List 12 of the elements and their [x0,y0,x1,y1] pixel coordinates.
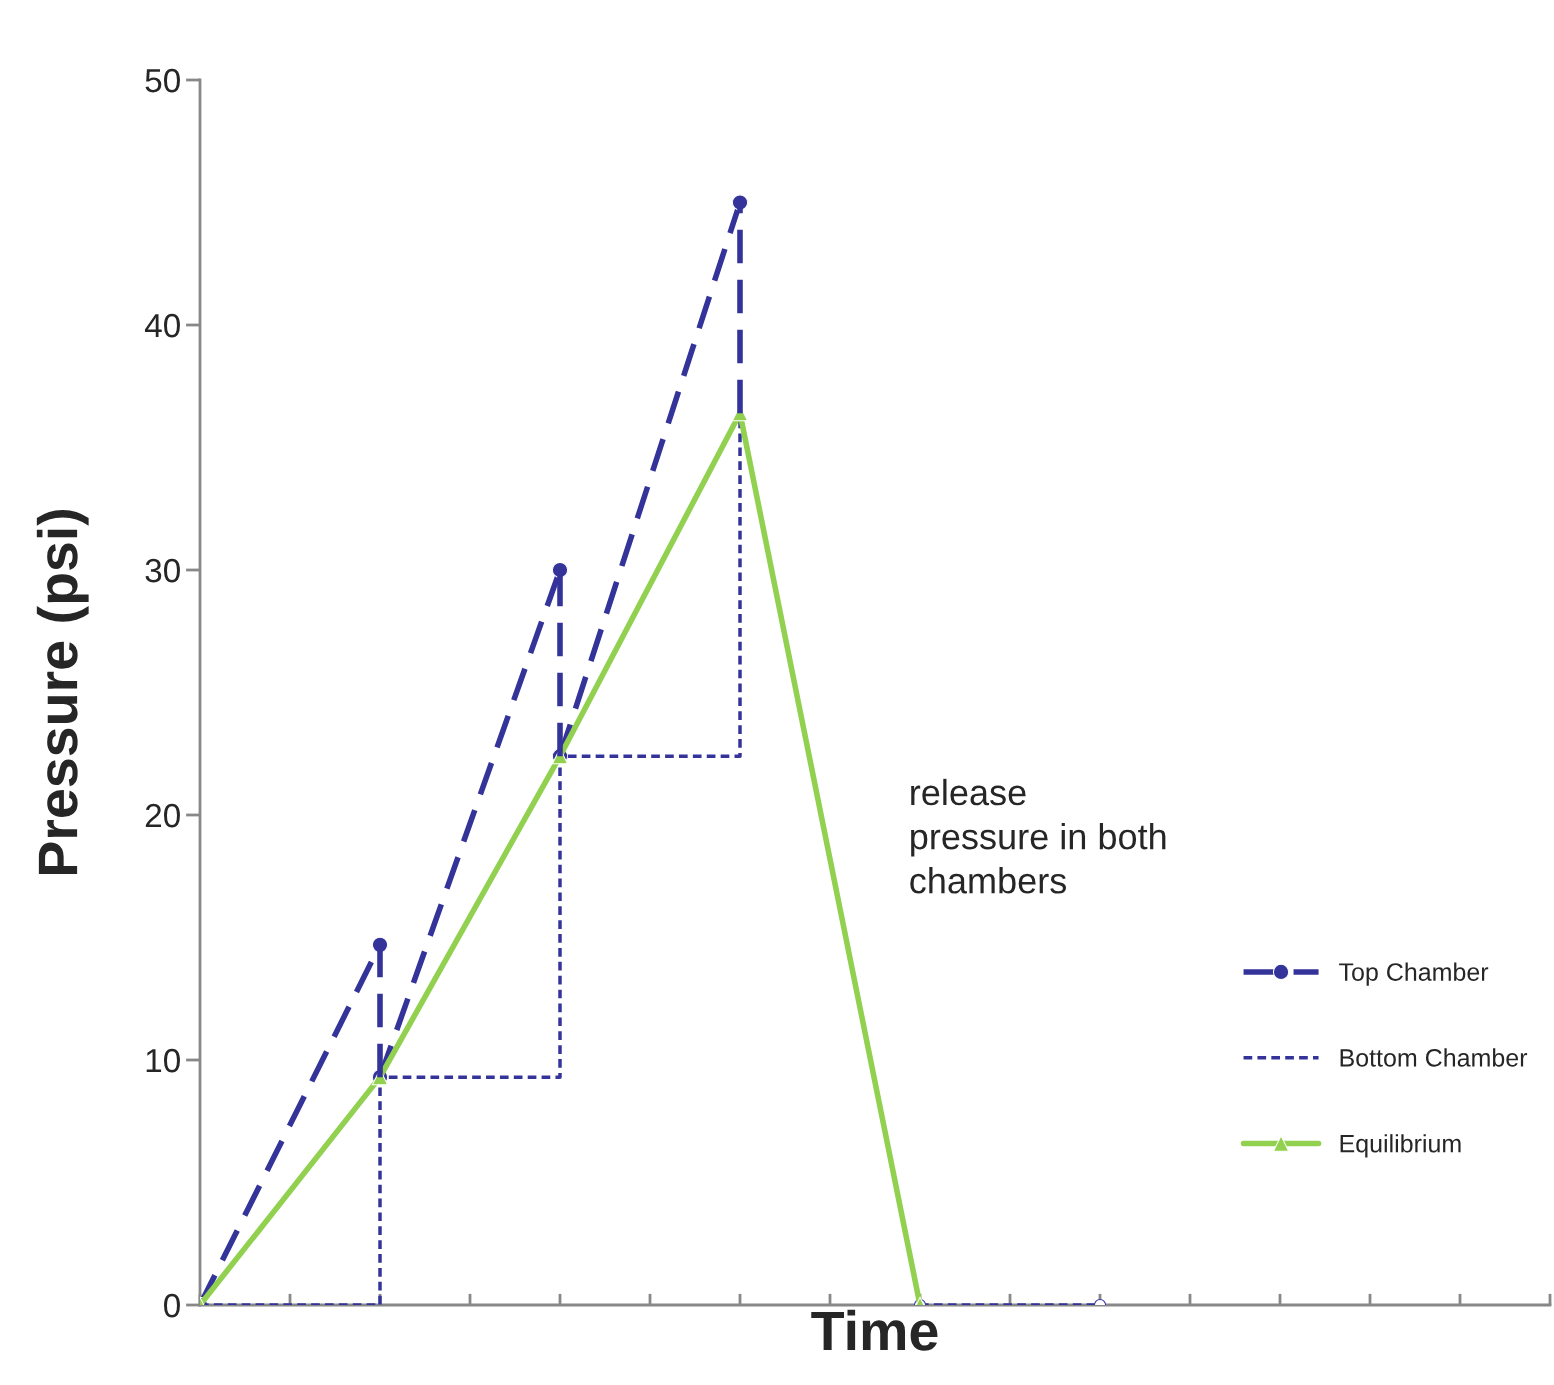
legend-label: Top Chamber [1339,962,1489,986]
y-tick-label: 30 [145,558,180,583]
y-tick-label: 50 [145,68,180,93]
y-tick-label: 40 [144,313,180,338]
y-tick-label: 0 [164,1293,180,1318]
y-tick-label: 10 [146,1048,180,1073]
annotation: release pressure in both chambers [910,778,1166,894]
x-axis-title: Time [811,1309,938,1351]
legend-label: Bottom Chamber [1340,1048,1528,1067]
legend-label: Equilibrium [1340,1134,1461,1158]
y-axis-title: Pressure (psi) [36,509,89,875]
y-tick-label: 20 [145,803,180,828]
